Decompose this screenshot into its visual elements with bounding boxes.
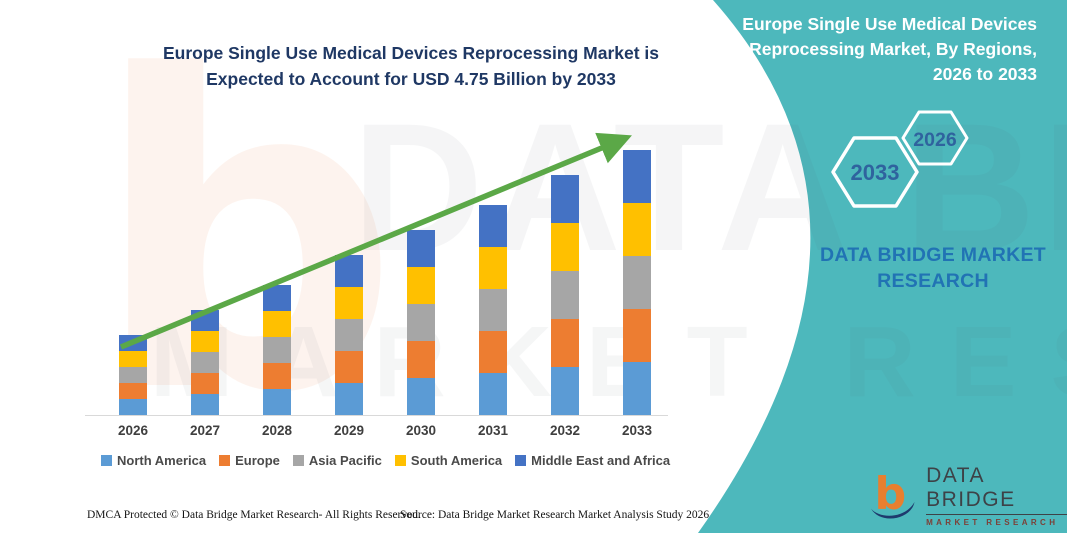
bar-segment-north-america bbox=[263, 389, 291, 415]
bar-2031 bbox=[479, 205, 507, 415]
x-axis-label: 2029 bbox=[333, 423, 365, 438]
bar-segment-asia-pacific bbox=[335, 319, 363, 351]
bar-2026 bbox=[119, 335, 147, 415]
x-axis-line bbox=[85, 415, 668, 416]
chart-title-line2: Expected to Account for USD 4.75 Billion… bbox=[206, 68, 616, 89]
bar-segment-europe bbox=[335, 351, 363, 383]
bar-segment-south-america bbox=[623, 203, 651, 256]
bar-segment-asia-pacific bbox=[623, 256, 651, 309]
legend-swatch-icon bbox=[292, 455, 304, 466]
legend-label: South America bbox=[410, 453, 503, 468]
logo-b-glyph: b bbox=[875, 468, 907, 519]
bar-2030 bbox=[407, 230, 435, 415]
bar-segment-south-america bbox=[119, 351, 147, 367]
bar-segment-asia-pacific bbox=[263, 337, 291, 363]
bar-segment-north-america bbox=[407, 378, 435, 415]
x-axis-label: 2027 bbox=[189, 423, 221, 438]
bar-segment-north-america bbox=[119, 399, 147, 415]
chart-title: Europe Single Use Medical Devices Reproc… bbox=[118, 41, 704, 92]
x-axis-label: 2033 bbox=[621, 423, 653, 438]
bar-segment-south-america bbox=[263, 311, 291, 337]
bar-segment-middle-east-and-africa bbox=[263, 285, 291, 311]
legend-item-north-america: North America bbox=[101, 453, 206, 468]
bar-segment-north-america bbox=[479, 373, 507, 415]
bar-2027 bbox=[191, 310, 219, 415]
bar-segment-south-america bbox=[551, 223, 579, 271]
bar-segment-europe bbox=[479, 331, 507, 373]
x-axis-label: 2028 bbox=[261, 423, 293, 438]
legend-label: North America bbox=[117, 453, 207, 468]
bar-segment-europe bbox=[623, 309, 651, 362]
bar-segment-north-america bbox=[191, 394, 219, 415]
bar-segment-middle-east-and-africa bbox=[335, 255, 363, 287]
dmca-note: DMCA Protected © Data Bridge Market Rese… bbox=[87, 509, 421, 521]
bar-segment-asia-pacific bbox=[479, 289, 507, 331]
x-axis-label: 2032 bbox=[549, 423, 581, 438]
bar-segment-south-america bbox=[191, 331, 219, 352]
legend-item-europe: Europe bbox=[219, 453, 280, 468]
bar-segment-south-america bbox=[335, 287, 363, 319]
bar-2033 bbox=[623, 150, 651, 415]
bar-segment-europe bbox=[407, 341, 435, 378]
bar-segment-asia-pacific bbox=[119, 367, 147, 383]
data-bridge-logo: b DATA BRIDGE MARKET RESEARCH bbox=[866, 464, 1067, 527]
bar-2028 bbox=[263, 285, 291, 415]
hexagon-2026-icon bbox=[901, 110, 969, 166]
legend-swatch-icon bbox=[219, 455, 231, 466]
legend-swatch-icon bbox=[101, 455, 112, 466]
source-note: Source: Data Bridge Market Research Mark… bbox=[400, 509, 710, 521]
bar-segment-middle-east-and-africa bbox=[191, 310, 219, 331]
hexagon-year-front: 2026 bbox=[913, 129, 957, 151]
bar-2032 bbox=[551, 175, 579, 415]
stacked-bar-chart bbox=[85, 128, 668, 416]
bar-segment-middle-east-and-africa bbox=[479, 205, 507, 247]
logo-wordmark: DATA BRIDGE bbox=[926, 464, 1067, 515]
bar-segment-middle-east-and-africa bbox=[551, 175, 579, 223]
legend-item-asia-pacific: Asia Pacific bbox=[292, 453, 382, 468]
x-axis-label: 2030 bbox=[405, 423, 437, 438]
legend-item-middle-east-and-africa: Middle East and Africa bbox=[515, 453, 670, 468]
hexagon-2033-icon bbox=[831, 136, 919, 208]
bar-segment-north-america bbox=[551, 367, 579, 415]
brand-text: DATA BRIDGE MARKET RESEARCH bbox=[819, 244, 1047, 293]
legend-item-south-america: South America bbox=[394, 453, 503, 468]
legend-swatch-icon bbox=[394, 455, 406, 466]
legend-label: Asia Pacific bbox=[308, 453, 382, 468]
bar-segment-asia-pacific bbox=[551, 271, 579, 319]
x-axis-label: 2026 bbox=[117, 423, 149, 438]
chart-title-line1: Europe Single Use Medical Devices Reproc… bbox=[162, 43, 660, 63]
bar-segment-europe bbox=[263, 363, 291, 389]
bar-segment-south-america bbox=[479, 247, 507, 289]
legend-swatch-icon bbox=[515, 455, 527, 466]
bar-segment-north-america bbox=[335, 383, 363, 415]
bar-segment-middle-east-and-africa bbox=[407, 230, 435, 267]
bar-segment-europe bbox=[191, 373, 219, 394]
bar-segment-asia-pacific bbox=[191, 352, 219, 373]
bar-segment-europe bbox=[551, 319, 579, 367]
bar-segment-middle-east-and-africa bbox=[623, 150, 651, 203]
x-axis-labels: 2026 2027 2028 2029 2030 2031 2032 2033 bbox=[85, 423, 668, 441]
logo-b-icon: b bbox=[871, 468, 915, 519]
legend-label: Middle East and Africa bbox=[531, 453, 671, 468]
x-axis-label: 2031 bbox=[477, 423, 509, 438]
legend-label: Europe bbox=[235, 453, 280, 468]
bar-segment-europe bbox=[119, 383, 147, 399]
bar-segment-south-america bbox=[407, 267, 435, 304]
side-panel-title: Europe Single Use Medical Devices Reproc… bbox=[742, 14, 1037, 84]
bar-2029 bbox=[335, 255, 363, 415]
logo-subtitle: MARKET RESEARCH bbox=[926, 518, 1059, 527]
bar-segment-middle-east-and-africa bbox=[119, 335, 147, 351]
hexagon-year-back: 2033 bbox=[851, 160, 900, 185]
bar-segment-north-america bbox=[623, 362, 651, 415]
bar-segment-asia-pacific bbox=[407, 304, 435, 341]
chart-legend: North America Europe Asia Pacific South Ame… bbox=[101, 453, 670, 468]
